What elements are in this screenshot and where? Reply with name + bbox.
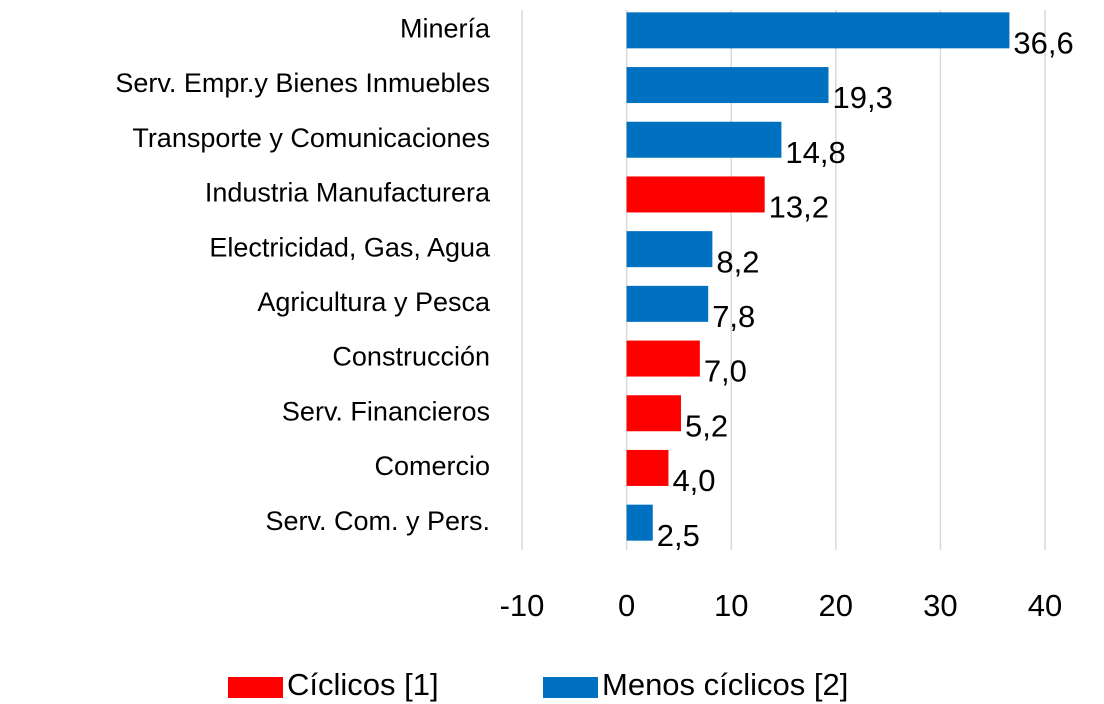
- y-tick-label: Agricultura y Pesca: [257, 287, 491, 317]
- y-tick-label: Serv. Financieros: [282, 396, 490, 426]
- y-tick-label: Minería: [400, 13, 491, 43]
- bar: [626, 504, 653, 541]
- data-label: 19,3: [832, 80, 892, 115]
- data-label: 2,5: [657, 518, 700, 553]
- bar: [626, 121, 782, 158]
- bar: [626, 449, 669, 486]
- data-label: 5,2: [685, 408, 728, 443]
- y-tick-label: Electricidad, Gas, Agua: [209, 232, 491, 262]
- data-label: 7,8: [712, 299, 755, 334]
- x-tick-label: 40: [1028, 588, 1062, 623]
- bar: [626, 395, 681, 432]
- bar: [626, 67, 829, 104]
- y-tick-label: Serv. Com. y Pers.: [265, 506, 490, 536]
- data-label: 36,6: [1013, 26, 1073, 61]
- data-label: 4,0: [672, 463, 715, 498]
- data-label: 8,2: [716, 244, 759, 279]
- y-tick-label: Transporte y Comunicaciones: [132, 123, 490, 153]
- x-tick-label: 0: [618, 588, 635, 623]
- bar: [626, 340, 700, 377]
- legend-swatch: [543, 677, 598, 698]
- data-label: 14,8: [785, 135, 845, 170]
- legend-swatch: [228, 677, 283, 698]
- bar: [626, 12, 1010, 49]
- data-label: 7,0: [704, 354, 747, 389]
- x-tick-label: 30: [923, 588, 957, 623]
- x-tick-label: -10: [500, 588, 545, 623]
- bar: [626, 231, 713, 268]
- y-tick-label: Serv. Empr.y Bienes Inmuebles: [115, 68, 490, 98]
- x-tick-label: 20: [819, 588, 853, 623]
- x-tick-label: 10: [714, 588, 748, 623]
- bar: [626, 176, 765, 213]
- bar: [626, 285, 709, 322]
- y-tick-label: Industria Manufacturera: [205, 178, 491, 208]
- legend-label: Menos cíclicos [2]: [602, 667, 848, 702]
- data-label: 13,2: [769, 190, 829, 225]
- legend-label: Cíclicos [1]: [287, 667, 439, 702]
- y-tick-label: Construcción: [332, 342, 490, 372]
- y-tick-label: Comercio: [374, 451, 490, 481]
